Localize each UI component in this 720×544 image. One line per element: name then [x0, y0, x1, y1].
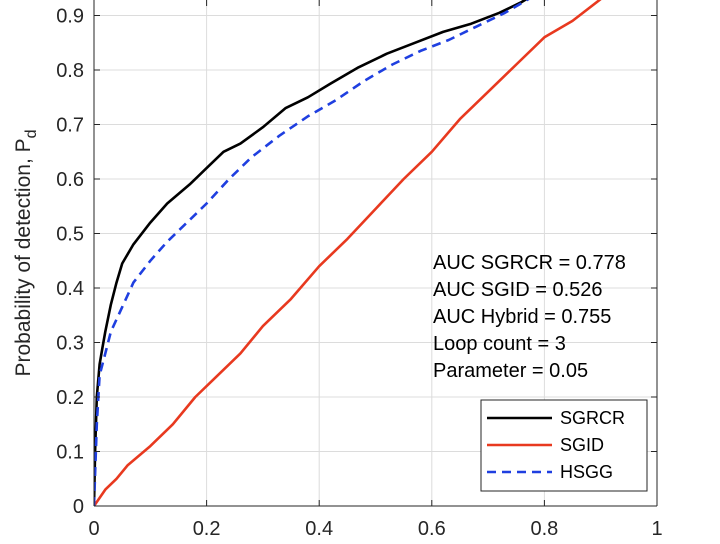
ticks: 0 0.2 0.4 0.6 0.8 1 0 0.1 0.2 0.3 0.4 0.5 0.6 0.7 0.8 0… — [56, 0, 663, 540]
annotation-block: AUC SGRCR = 0.778 AUC SGID = 0.526 AUC H… — [433, 252, 626, 382]
series-line-hsgg — [94, 0, 530, 506]
annotation-parameter: Parameter = 0.05 — [433, 360, 588, 382]
x-tick-label: 0 — [88, 518, 99, 540]
y-tick-label: 0.9 — [56, 6, 84, 28]
y-tick-label: 0.5 — [56, 224, 84, 246]
y-tick-label: 0.2 — [56, 387, 84, 409]
x-tick-label: 0.6 — [418, 518, 446, 540]
legend-label-hsgg: HSGG — [560, 462, 613, 482]
y-tick-label: 0.7 — [56, 115, 84, 137]
y-tick-label: 0.4 — [56, 278, 84, 300]
x-tick-label: 1 — [651, 518, 662, 540]
y-tick-label: 0 — [73, 496, 84, 518]
y-tick-label: 0.1 — [56, 442, 84, 464]
annotation-auc-sgrcr: AUC SGRCR = 0.778 — [433, 252, 626, 274]
y-tick-label: 0.3 — [56, 333, 84, 355]
y-axis-label: Probability of detection, Pd — [12, 129, 40, 376]
legend: SGRCR SGID HSGG — [480, 399, 648, 492]
series-line-sgrcr — [94, 0, 528, 506]
axes — [93, 0, 658, 507]
series-group — [94, 0, 602, 506]
y-tick-label: 0.6 — [56, 169, 84, 191]
grid — [94, 0, 657, 506]
annotation-auc-hybrid: AUC Hybrid = 0.755 — [433, 306, 611, 328]
series-line-sgid — [94, 0, 602, 506]
x-tick-label: 0.4 — [305, 518, 333, 540]
annotation-loop-count: Loop count = 3 — [433, 333, 566, 355]
legend-label-sgid: SGID — [560, 435, 604, 455]
x-tick-label: 0.8 — [530, 518, 558, 540]
x-tick-label: 0.2 — [193, 518, 221, 540]
y-axis-label-subscript: d — [23, 129, 40, 138]
legend-label-sgrcr: SGRCR — [560, 408, 625, 428]
y-tick-label: 0.8 — [56, 60, 84, 82]
y-axis-label-main: Probability of detection, P — [12, 138, 35, 376]
annotation-auc-sgid: AUC SGID = 0.526 — [433, 279, 603, 301]
